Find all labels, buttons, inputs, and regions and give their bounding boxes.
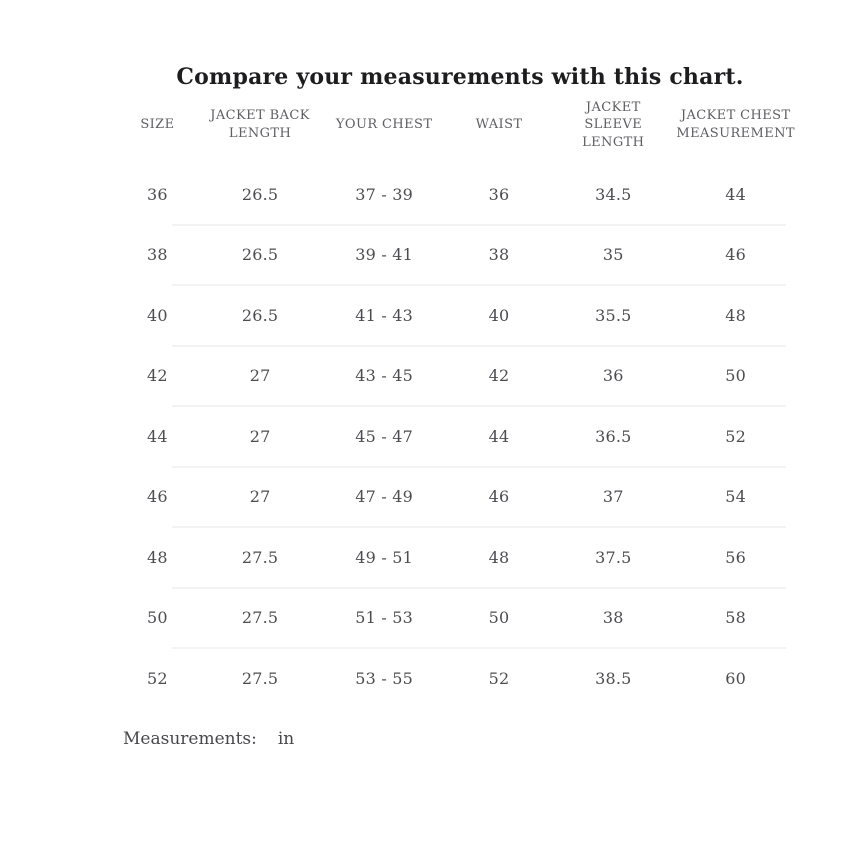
cell-size: 38	[147, 245, 168, 265]
cell-waist: 48	[488, 547, 510, 567]
cell-jacket-back-length: 27	[249, 487, 271, 507]
unit-toggle[interactable]: in	[277, 729, 295, 749]
cell-jacket-back-length: 27	[249, 426, 271, 446]
column-header-waist: WAIST	[475, 117, 523, 133]
cell-waist: 36	[488, 184, 510, 204]
cell-size: 36	[147, 184, 168, 204]
cell-your-chest: 51 - 53	[355, 608, 413, 628]
table-row-size-50: 50 27.5 51 - 53 50 38 58	[120, 586, 800, 649]
table-row-size-46: 46 27 47 - 49 46 37 54	[120, 465, 800, 528]
cell-jacket-sleeve-length: 36	[602, 366, 624, 386]
cell-waist: 38	[488, 245, 510, 265]
column-header-jacket-sleeve-length: JACKET SLEEVE LENGTH	[582, 99, 645, 150]
cell-jacket-back-length: 26.5	[241, 305, 279, 325]
cell-jacket-sleeve-length: 38.5	[595, 668, 632, 688]
cell-size: 44	[147, 426, 168, 446]
cell-jacket-sleeve-length: 37	[602, 487, 624, 507]
column-header-jacket-chest-measurement: JACKET CHEST MEASUREMENT	[676, 108, 795, 141]
cell-your-chest: 39 - 41	[355, 245, 413, 265]
cell-jacket-chest-measurement: 58	[725, 608, 747, 628]
cell-jacket-sleeve-length: 34.5	[595, 184, 632, 204]
cell-jacket-chest-measurement: 60	[725, 668, 747, 688]
cell-size: 52	[147, 668, 168, 688]
table-row-size-40: 40 26.5 41 - 43 40 35.5 48	[120, 284, 800, 346]
cell-size: 46	[147, 487, 168, 507]
cell-jacket-chest-measurement: 44	[725, 184, 747, 204]
table-row-size-52: 52 27.5 53 - 55 52 38.5 60	[120, 647, 800, 709]
table-row-size-36: 36 26.5 37 - 39 36 34.5 44	[120, 164, 800, 225]
cell-jacket-chest-measurement: 52	[725, 426, 747, 446]
table-row-size-44: 44 27 45 - 47 44 36.5 52	[120, 405, 800, 467]
column-header-jacket-back-length: JACKET BACK LENGTH	[210, 108, 310, 141]
cell-your-chest: 41 - 43	[355, 305, 413, 325]
cell-waist: 46	[488, 487, 510, 507]
cell-your-chest: 43 - 45	[355, 366, 413, 386]
table-row-size-42: 42 27 43 - 45 42 36 50	[120, 344, 800, 407]
measurements-label: Measurements:	[123, 729, 257, 749]
cell-jacket-chest-measurement: 56	[725, 547, 747, 567]
cell-your-chest: 53 - 55	[355, 668, 413, 688]
cell-jacket-back-length: 26.5	[241, 184, 279, 204]
cell-jacket-back-length: 27.5	[241, 668, 279, 688]
cell-your-chest: 47 - 49	[355, 487, 413, 507]
cell-jacket-back-length: 26.5	[241, 245, 279, 265]
cell-waist: 44	[488, 426, 510, 446]
column-header-size: SIZE	[140, 117, 175, 133]
cell-jacket-sleeve-length: 38	[602, 608, 624, 628]
cell-jacket-sleeve-length: 37.5	[595, 547, 632, 567]
cell-waist: 40	[488, 305, 510, 325]
cell-jacket-back-length: 27	[249, 366, 271, 386]
table-header-row: SIZE JACKET BACK LENGTH YOUR CHEST WAIST…	[120, 97, 800, 153]
cell-jacket-chest-measurement: 54	[725, 487, 747, 507]
cell-jacket-sleeve-length: 35.5	[595, 305, 632, 325]
table-row-size-38: 38 26.5 39 - 41 38 35 46	[120, 223, 800, 286]
cell-waist: 50	[488, 608, 510, 628]
cell-your-chest: 49 - 51	[355, 547, 413, 567]
cell-waist: 42	[488, 366, 510, 386]
cell-size: 50	[147, 608, 168, 628]
cell-size: 42	[147, 366, 168, 386]
chart-title: Compare your measurements with this char…	[176, 64, 744, 90]
cell-jacket-chest-measurement: 50	[725, 366, 747, 386]
cell-your-chest: 45 - 47	[355, 426, 413, 446]
cell-jacket-back-length: 27.5	[241, 547, 279, 567]
table-body: 36 26.5 37 - 39 36 34.5 44 38 26.5 39 - …	[120, 164, 800, 709]
column-header-your-chest: YOUR CHEST	[335, 117, 433, 133]
cell-jacket-back-length: 27.5	[241, 608, 279, 628]
cell-size: 48	[147, 547, 168, 567]
cell-jacket-sleeve-length: 35	[602, 245, 624, 265]
table-row-size-48: 48 27.5 49 - 51 48 37.5 56	[120, 526, 800, 588]
size-chart-table: SIZE JACKET BACK LENGTH YOUR CHEST WAIST…	[120, 97, 800, 709]
cell-your-chest: 37 - 39	[355, 184, 413, 204]
cell-size: 40	[147, 305, 168, 325]
cell-jacket-chest-measurement: 48	[725, 305, 747, 325]
cell-jacket-sleeve-length: 36.5	[595, 426, 632, 446]
cell-waist: 52	[488, 668, 510, 688]
measurements-footer: Measurements: in	[123, 729, 294, 749]
cell-jacket-chest-measurement: 46	[725, 245, 747, 265]
